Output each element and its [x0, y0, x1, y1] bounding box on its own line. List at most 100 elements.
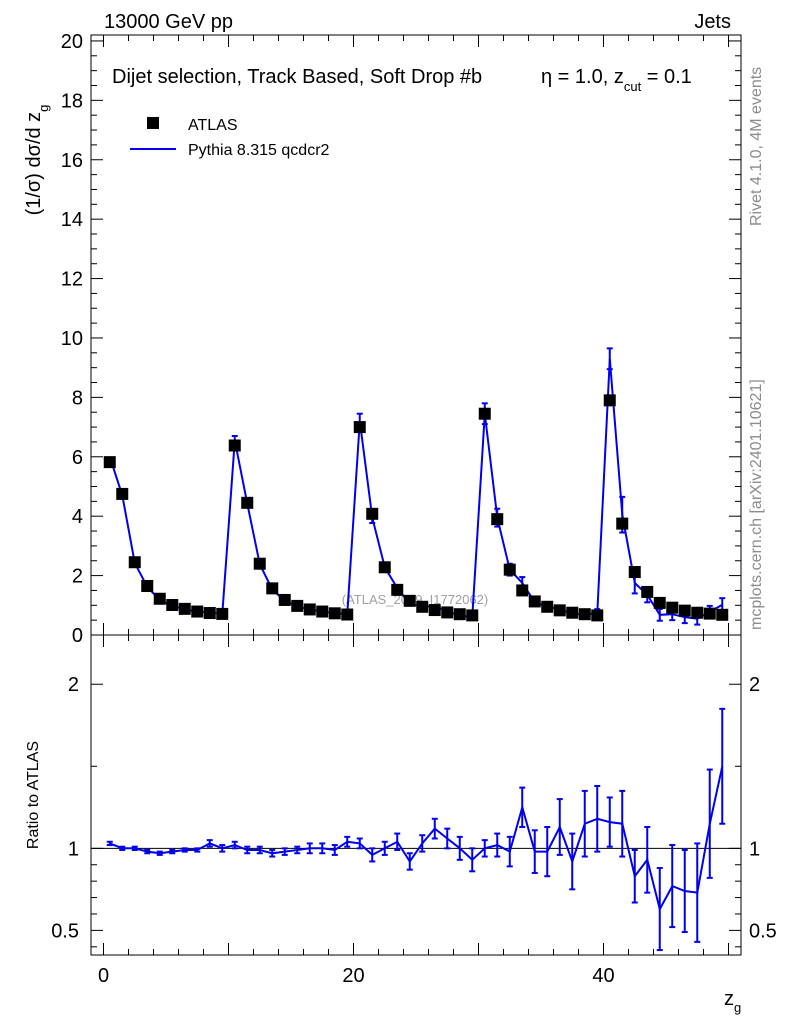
plot-title-main: Dijet selection, Track Based, Soft Drop … [112, 66, 482, 88]
ratio-error-bars [106, 707, 726, 952]
atlas-data-point [141, 579, 154, 592]
atlas-data-point [453, 608, 466, 621]
atlas-data-point [553, 604, 566, 617]
atlas-data-point [691, 606, 704, 619]
y-tick-label: 2 [72, 566, 83, 588]
x-tick-label: 20 [342, 965, 364, 987]
atlas-data-point [103, 456, 116, 469]
atlas-data-point [666, 601, 679, 614]
rivet-version-text: Rivet 4.1.0, 4M events [748, 67, 765, 226]
y-tick-label: 4 [72, 506, 83, 528]
atlas-data-point [491, 513, 504, 526]
ratio-tick-label-right: 0.5 [749, 920, 777, 942]
y-tick-label: 14 [61, 209, 83, 231]
atlas-data-point [253, 557, 266, 570]
plot-title: Dijet selection, Track Based, Soft Drop … [112, 66, 482, 88]
ratio-tick-label-right: 1 [749, 838, 760, 860]
atlas-data-point [166, 599, 179, 611]
x-axis-label-sub: g [734, 1000, 741, 1015]
legend-atlas-marker [147, 117, 159, 129]
atlas-data-point [703, 607, 716, 620]
y-tick-label: 0 [72, 625, 83, 647]
atlas-data-point [578, 608, 591, 621]
y-axis-label-sub: g [36, 105, 51, 112]
atlas-data-point [466, 609, 479, 622]
atlas-data-point [416, 600, 429, 613]
ratio-tick-label-left: 1 [68, 838, 79, 860]
atlas-data-point [291, 599, 304, 612]
atlas-data-point [216, 607, 229, 620]
atlas-data-point [178, 602, 191, 615]
atlas-data-point [603, 394, 616, 407]
atlas-data-point [341, 608, 354, 621]
y-tick-label: 6 [72, 447, 83, 469]
atlas-data-point [116, 487, 129, 500]
atlas-data-point [441, 606, 454, 619]
ratio-y-axis-label: Ratio to ATLAS [25, 741, 42, 849]
header-left: 13000 GeV pp [104, 11, 233, 33]
mcplots-url-text: mcplots.cern.ch [arXiv:2401.10621] [748, 379, 765, 630]
plot-title-end: = 0.1 [641, 66, 692, 88]
atlas-data-point [541, 600, 554, 613]
atlas-data-point [591, 609, 604, 622]
atlas-data-point [228, 439, 241, 452]
atlas-data-point [391, 583, 404, 596]
ratio-tick-label-right: 2 [749, 674, 760, 696]
atlas-data-point [366, 507, 379, 520]
x-axis-label-main: z [724, 988, 734, 1010]
y-tick-label: 18 [61, 90, 83, 112]
y-tick-label: 8 [72, 387, 83, 409]
ratio-plot-frame [90, 634, 742, 956]
atlas-data-point [566, 606, 579, 619]
axis-ticks [91, 35, 741, 955]
y-axis-label: (1/σ) dσ/d zg [23, 105, 51, 216]
plot-title-sub: cut [624, 79, 642, 94]
ratio-series-line [109, 766, 724, 912]
atlas-data-point [191, 605, 204, 618]
atlas-data-point [403, 594, 416, 607]
atlas-data-point [278, 593, 291, 606]
atlas-data-point [716, 608, 729, 621]
legend-atlas-label: ATLAS [188, 117, 238, 134]
atlas-data-point [641, 585, 654, 598]
ratio-tick-labels: 0.5 0.5 1 1 2 2 [51, 674, 777, 942]
x-axis-label: zg [724, 988, 741, 1015]
atlas-data-point [128, 556, 141, 569]
mc-error-bars [231, 347, 726, 626]
atlas-data-point [266, 582, 279, 595]
atlas-data-point [316, 605, 329, 618]
x-tick-label: 40 [592, 965, 614, 987]
header-right: Jets [694, 11, 731, 33]
y-axis-label-main: (1/σ) dσ/d z [23, 112, 45, 216]
legend-mc-label: Pythia 8.315 qcdcr2 [188, 142, 330, 159]
atlas-data-point [653, 596, 666, 609]
plot-title-eta: η = 1.0, z [541, 66, 624, 88]
x-tick-label: 0 [98, 965, 109, 987]
mc-series-line [108, 358, 723, 620]
atlas-data-point [153, 592, 166, 605]
ratio-tick-label-left: 0.5 [51, 920, 79, 942]
atlas-data-point [241, 496, 254, 509]
atlas-data-point [678, 604, 691, 617]
atlas-data-point [303, 603, 316, 616]
ratio-tick-label-left: 2 [68, 674, 79, 696]
atlas-data-point [516, 584, 529, 597]
atlas-data-points [103, 394, 729, 622]
y-tick-label: 16 [61, 150, 83, 172]
atlas-data-point [616, 517, 629, 530]
atlas-data-point [428, 604, 441, 617]
atlas-data-point [328, 607, 341, 620]
y-tick-label: 20 [61, 31, 83, 53]
y-tick-label: 10 [61, 328, 83, 350]
atlas-data-point [628, 566, 641, 579]
y-tick-labels: 0 2 4 6 8 10 12 14 16 18 20 [61, 31, 83, 647]
x-tick-labels: 0 20 40 [98, 965, 615, 987]
atlas-data-point [353, 421, 366, 434]
atlas-data-point [528, 595, 541, 608]
atlas-data-point [478, 407, 491, 420]
atlas-data-point [203, 607, 216, 620]
plot-title-tail: η = 1.0, zcut = 0.1 [541, 66, 692, 94]
atlas-data-point [378, 561, 391, 574]
y-tick-label: 12 [61, 269, 83, 291]
